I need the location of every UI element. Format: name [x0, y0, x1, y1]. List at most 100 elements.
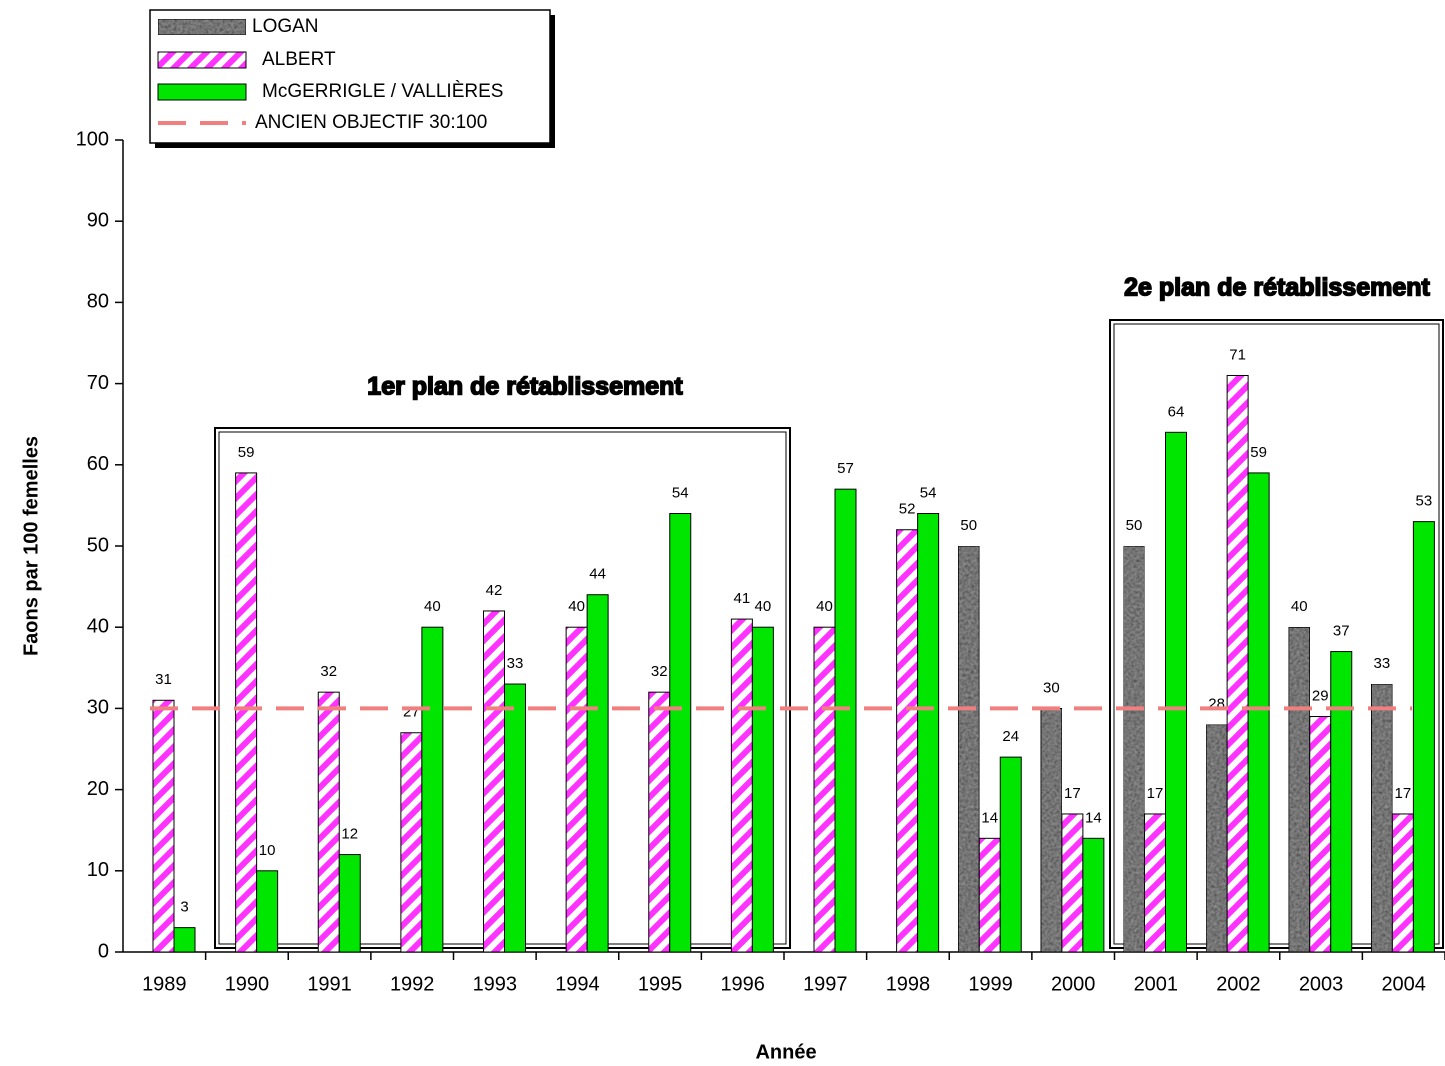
- bar: [504, 683, 526, 953]
- bar: [483, 610, 505, 953]
- bar: [400, 732, 423, 953]
- x-tick-label: 1991: [307, 973, 352, 995]
- data-label: 59: [1250, 444, 1267, 461]
- bar: [1144, 813, 1166, 953]
- bar: [1061, 813, 1084, 953]
- legend-label: McGERRIGLE / VALLIÈRES: [262, 81, 503, 102]
- y-tick-label: 40: [87, 615, 109, 637]
- data-label: 64: [1168, 403, 1185, 420]
- bar: [1040, 707, 1063, 953]
- x-tick-label: 1989: [142, 973, 187, 995]
- x-tick-label: 2003: [1299, 973, 1344, 995]
- bar: [565, 626, 588, 953]
- x-tick-label: 2002: [1216, 973, 1261, 995]
- bar: [1370, 683, 1393, 953]
- data-label: 44: [589, 566, 606, 583]
- bar: [256, 870, 279, 953]
- x-tick-label: 2001: [1134, 973, 1179, 995]
- data-label: 40: [424, 598, 441, 615]
- data-label: 17: [1064, 785, 1081, 802]
- data-label: 30: [1043, 679, 1060, 696]
- data-label: 14: [981, 809, 998, 826]
- legend-swatch: [157, 83, 247, 101]
- bar: [730, 618, 753, 953]
- bar: [1391, 813, 1414, 953]
- data-label: 52: [899, 501, 916, 518]
- data-label: 50: [1126, 517, 1143, 534]
- bar: [751, 626, 774, 953]
- bar: [586, 594, 609, 953]
- data-label: 29: [1312, 687, 1329, 704]
- data-label: 33: [1374, 655, 1391, 672]
- bar: [1247, 472, 1270, 953]
- data-label: 54: [672, 484, 689, 501]
- x-tick-label: 1990: [225, 973, 270, 995]
- data-label: 71: [1229, 346, 1246, 363]
- y-tick-label: 100: [76, 128, 109, 150]
- plan-label: 1er plan de rétablissement: [367, 373, 683, 401]
- legend-swatch: [157, 18, 247, 36]
- data-label: 53: [1416, 493, 1433, 510]
- x-tick-label: 1999: [968, 973, 1013, 995]
- bar: [1082, 837, 1105, 953]
- data-label: 54: [920, 484, 937, 501]
- data-label: 40: [568, 598, 585, 615]
- bar: [669, 513, 692, 953]
- bar: [978, 837, 1001, 953]
- x-tick-label: 2000: [1051, 973, 1096, 995]
- data-label: 17: [1147, 785, 1164, 802]
- bar: [152, 699, 175, 953]
- data-label: 14: [1085, 809, 1102, 826]
- bar: [1309, 716, 1332, 953]
- bar: [957, 545, 980, 953]
- plan-label: 2e plan de rétablissement: [1124, 274, 1430, 302]
- data-label: 37: [1333, 623, 1350, 640]
- data-label: 59: [238, 444, 255, 461]
- bar: [917, 513, 940, 953]
- x-tick-label: 1995: [638, 973, 683, 995]
- data-label: 33: [507, 655, 524, 672]
- data-label: 10: [259, 842, 276, 859]
- x-axis-label: Année: [755, 1041, 816, 1063]
- bar: [813, 626, 836, 953]
- bar: [1412, 521, 1435, 953]
- data-label: 3: [180, 899, 188, 916]
- data-label: 31: [155, 671, 172, 688]
- bar: [896, 529, 919, 953]
- bar: [173, 927, 196, 953]
- data-label: 32: [320, 663, 337, 680]
- bar: [1165, 431, 1187, 953]
- bar: [1288, 626, 1311, 953]
- data-label: 40: [816, 598, 833, 615]
- data-label: 12: [341, 826, 358, 843]
- plan-box: [1109, 319, 1444, 949]
- bar: [648, 691, 671, 953]
- y-axis-label: Faons par 100 femelles: [20, 436, 42, 656]
- bar: [421, 626, 444, 953]
- y-tick-label: 80: [87, 291, 109, 313]
- bar: [1123, 545, 1145, 953]
- data-label: 24: [1002, 728, 1019, 745]
- x-tick-label: 1993: [473, 973, 518, 995]
- x-tick-label: 1992: [390, 973, 435, 995]
- y-tick-label: 20: [87, 778, 109, 800]
- x-tick-label: 1994: [555, 973, 600, 995]
- x-tick-label: 1996: [720, 973, 765, 995]
- y-tick-label: 70: [87, 372, 109, 394]
- x-tick-label: 1997: [803, 973, 848, 995]
- legend-label: LOGAN: [252, 16, 319, 37]
- data-label: 40: [755, 598, 772, 615]
- data-label: 50: [960, 517, 977, 534]
- data-label: 57: [837, 460, 854, 477]
- legend-label: ANCIEN OBJECTIF 30:100: [255, 112, 487, 133]
- data-label: 17: [1395, 785, 1412, 802]
- legend-swatch: [157, 51, 247, 69]
- bar: [1205, 724, 1228, 953]
- bar: [235, 472, 258, 953]
- data-label: 41: [734, 590, 751, 607]
- data-label: 32: [651, 663, 668, 680]
- bar: [1330, 651, 1353, 953]
- bar: [1226, 374, 1249, 953]
- x-tick-label: 2004: [1381, 973, 1426, 995]
